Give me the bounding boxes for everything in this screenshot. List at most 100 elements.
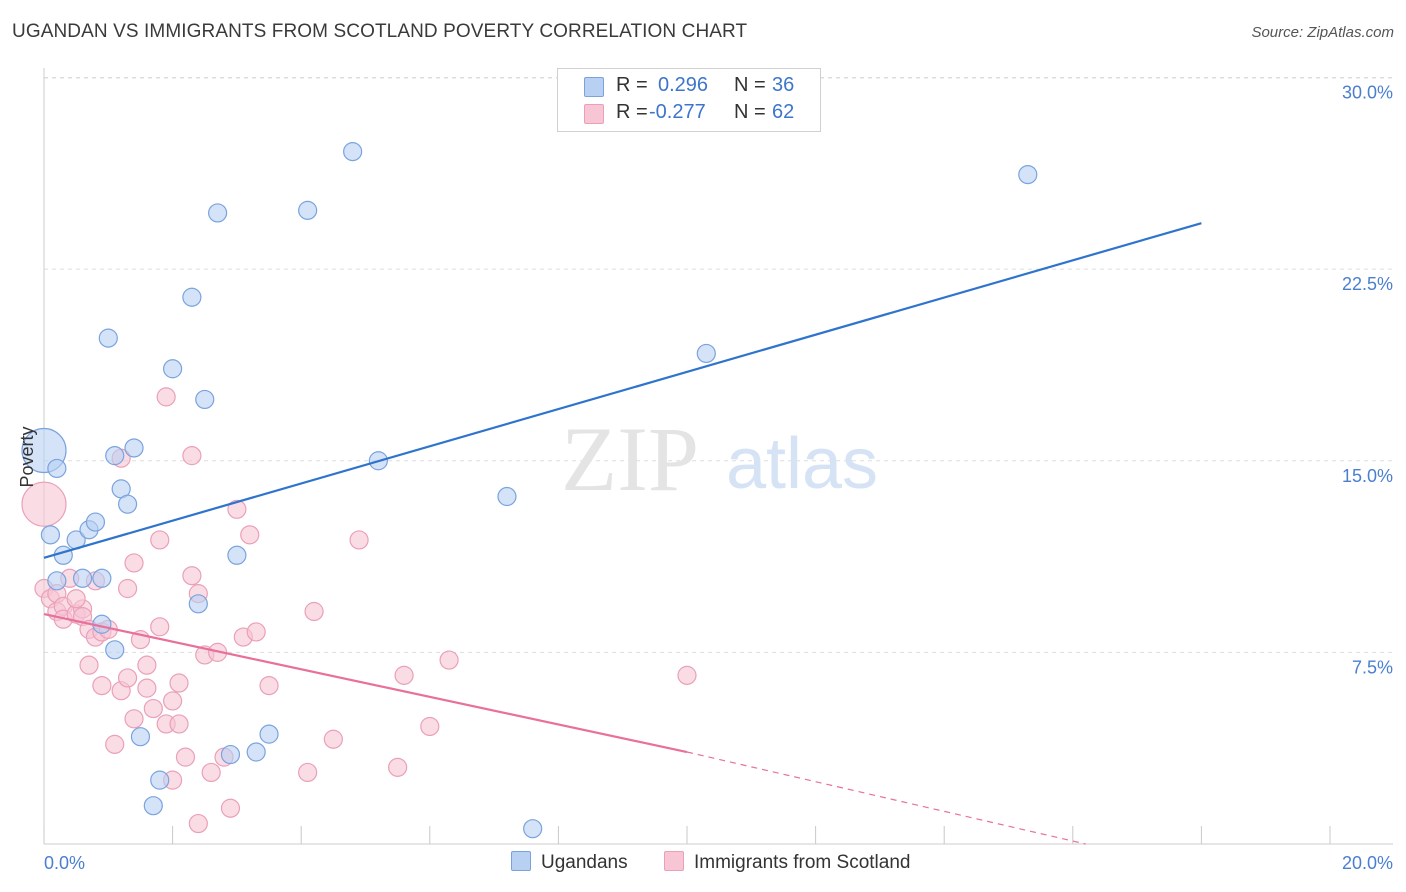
y-tick-label: 30.0%	[1342, 83, 1393, 103]
scotland-point	[150, 530, 170, 550]
trend-line-scotland	[43, 612, 688, 754]
tick-labels: Poverty 0.0% 20.0% 7.5% 15.0% 22.5% 30.0%	[17, 83, 1393, 874]
legend-n-label: N =	[734, 101, 766, 123]
scotland-point	[156, 387, 176, 407]
watermark-atlas: atlas	[726, 424, 878, 504]
scotland-point	[105, 734, 125, 754]
ugandans-point	[220, 744, 241, 765]
ugandans-point	[92, 568, 112, 588]
scotland-point	[188, 813, 208, 834]
scotland-point	[92, 675, 112, 696]
legend-n-value: 36	[772, 74, 795, 96]
ugandans-point	[259, 724, 279, 744]
legend-r-label: R =	[616, 101, 648, 123]
bottom-legend-scotland: Immigrants from Scotland	[664, 851, 910, 874]
scotland-point	[388, 757, 408, 777]
ugandans-point	[343, 141, 363, 162]
trend-line-ugandans	[43, 222, 1202, 559]
bottom-legend-label-scotland: Immigrants from Scotland	[694, 852, 911, 873]
legend-row-scotland: R = -0.277 N = 62	[558, 100, 820, 127]
ugandans-point	[227, 545, 247, 565]
scotland-point	[677, 665, 697, 685]
trend-line-scotland-extension	[686, 751, 1086, 845]
ugandans-point	[1018, 164, 1038, 185]
scotland-point	[349, 530, 369, 550]
chart-title: UGANDAN VS IMMIGRANTS FROM SCOTLAND POVE…	[12, 21, 748, 42]
legend-swatch-scotland	[584, 104, 604, 124]
y-tick-label: 7.5%	[1352, 657, 1393, 677]
ugandans-point	[208, 203, 228, 223]
scotland-point	[246, 622, 266, 642]
scotland-point	[220, 798, 241, 818]
ugandans-point	[53, 545, 73, 565]
ugandans-point	[188, 594, 208, 614]
scotland-point	[259, 675, 279, 696]
scotland-point	[323, 729, 343, 749]
scotland-point	[117, 578, 138, 599]
x-tick-label-min: 0.0%	[44, 853, 85, 873]
legend-swatch-ugandans	[584, 77, 604, 97]
legend-r-label: R =	[616, 74, 648, 96]
scotland-point	[143, 698, 163, 719]
ugandans-point	[497, 486, 517, 507]
scotland-point	[124, 709, 144, 729]
scotland-point	[240, 525, 260, 545]
ugandans-point	[105, 640, 125, 660]
ugandans-point	[105, 446, 125, 466]
ugandans-point	[298, 200, 318, 220]
legend-n-value: 62	[772, 101, 795, 123]
scotland-point	[169, 714, 189, 734]
legend-n-label: N =	[734, 74, 766, 96]
trend-lines	[43, 222, 1202, 845]
ugandans-point	[182, 287, 202, 307]
legend-row-ugandans: R = 0.296 N = 36	[558, 73, 820, 100]
scotland-point	[169, 673, 189, 693]
ugandans-point	[246, 742, 266, 762]
scotland-point	[124, 553, 144, 573]
scotland-point	[439, 650, 459, 670]
bottom-legend-swatch-ugandans	[511, 851, 531, 871]
scotland-point	[137, 655, 157, 675]
scotland-point	[66, 589, 86, 609]
ugandans-point	[117, 494, 138, 514]
scotland-point	[420, 716, 440, 737]
bottom-legend-label-ugandans: Ugandans	[541, 852, 628, 873]
bottom-legend-ugandans: Ugandans	[511, 851, 628, 874]
ugandans-point	[696, 343, 716, 364]
ugandans-point	[150, 770, 170, 790]
scotland-point	[182, 446, 202, 466]
y-tick-label: 15.0%	[1342, 466, 1393, 486]
ugandans-point	[124, 438, 144, 458]
scotland-point	[175, 747, 196, 767]
ugandans-point	[85, 512, 106, 532]
y-axis-label: Poverty	[17, 426, 37, 487]
scotland-point	[79, 655, 99, 675]
legend-r-value: 0.296	[658, 74, 709, 96]
scotland-point	[227, 499, 247, 519]
scotland-point	[163, 691, 183, 711]
scotland-point	[117, 668, 138, 688]
legend-r-value: -0.277	[649, 101, 706, 123]
scotland-point	[182, 566, 202, 586]
grid-layer	[44, 77, 1393, 653]
source-label: Source: ZipAtlas.com	[1251, 24, 1394, 41]
ugandans-point	[130, 727, 151, 747]
scotland-point	[201, 762, 221, 783]
ugandans-point	[523, 819, 543, 839]
series-ugandans-points	[21, 141, 1038, 839]
scotland-point	[137, 678, 157, 698]
ugandans-point	[163, 359, 183, 379]
ugandans-point	[72, 568, 93, 588]
watermark: ZIP atlas	[561, 408, 878, 510]
ugandans-point	[195, 389, 215, 410]
scotland-point	[298, 762, 318, 783]
ugandans-point	[47, 571, 67, 591]
axis-layer	[43, 68, 1393, 845]
ugandans-point	[40, 525, 61, 545]
ugandans-point	[47, 458, 67, 479]
scotland-point	[150, 617, 170, 637]
bottom-legend-swatch-scotland	[664, 851, 684, 871]
legend: R = 0.296 N = 36 R = -0.277 N = 62	[557, 68, 821, 132]
scotland-point	[304, 601, 324, 622]
